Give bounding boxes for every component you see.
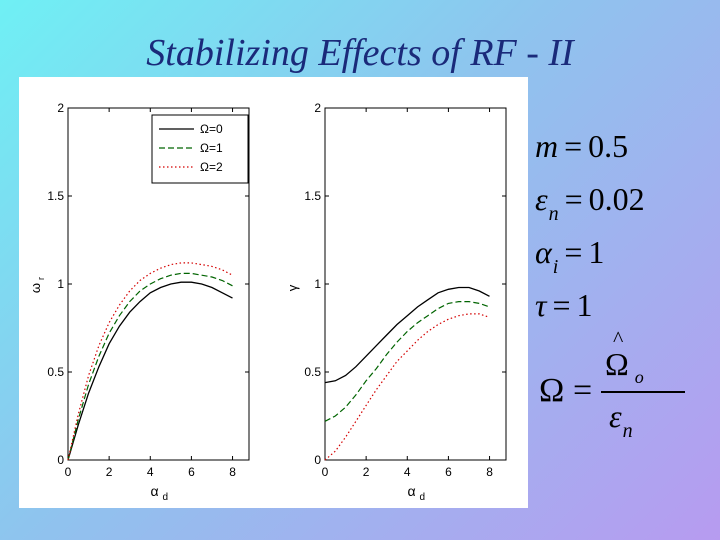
chart-right-ytick-label: 0.5 — [304, 365, 321, 379]
chart-right-xtick-label: 6 — [445, 465, 452, 479]
omega-numerator-sub: o — [634, 367, 644, 387]
chart-left-ytick-label: 1.5 — [47, 189, 64, 203]
chart-left-ylabel-text: ω — [28, 283, 43, 293]
chart-left-series-line — [67, 281, 233, 461]
chart-left-ytick-label: 0 — [57, 453, 64, 467]
hat-accent: ^ — [613, 326, 624, 351]
omega-lhs: Ω — [539, 372, 565, 409]
param-m-value: 0.5 — [588, 128, 629, 164]
chart-left-series-line — [67, 262, 233, 461]
param-tau-symbol: τ — [535, 287, 547, 323]
chart-right-ytick-label: 0 — [314, 453, 321, 467]
chart-right-xtick-label: 2 — [363, 465, 370, 479]
chart-left-xlabel-sub: d — [163, 492, 169, 503]
chart-right-series-line — [324, 301, 490, 422]
chart-left-ytick-label: 2 — [57, 101, 64, 115]
param-m-symbol: m — [535, 128, 559, 164]
chart-left-xtick-label: 8 — [229, 465, 236, 479]
param-eps-symbol: ε — [535, 181, 548, 217]
chart-left-ylabel: ωr — [28, 277, 46, 293]
chart-right-xtick-label: 0 — [322, 465, 329, 479]
chart-right-xlabel-sub: d — [420, 492, 426, 503]
chart-left-legend-label: Ω=2 — [200, 160, 223, 174]
omega-numerator-symbol: Ω — [605, 346, 629, 382]
chart-left-series-line — [67, 272, 233, 461]
chart-right-ytick-label: 1.5 — [304, 189, 321, 203]
chart-left-xtick-label: 6 — [188, 465, 195, 479]
chart-right-xlabel: α — [407, 483, 415, 499]
chart-left-xtick-label: 2 — [106, 465, 113, 479]
chart-right-series-line — [324, 286, 490, 384]
chart-left-xlabel: α — [150, 483, 158, 499]
chart-right-axes-box — [324, 107, 507, 461]
chart-right-ytick-label: 2 — [314, 101, 321, 115]
chart-left-xtick-label: 0 — [65, 465, 72, 479]
param-eps-n: εn = 0.02 — [535, 181, 645, 225]
chart-right-ylabel-text: γ — [285, 284, 300, 291]
param-tau: τ = 1 — [535, 287, 593, 323]
param-alpha-subscript: i — [552, 256, 559, 278]
param-alpha-value: 1 — [588, 234, 605, 270]
chart-left-ytick-label: 0.5 — [47, 365, 64, 379]
param-alpha-symbol: α — [535, 234, 552, 270]
chart-left-ytick-label: 1 — [57, 277, 64, 291]
chart-left-legend-label: Ω=0 — [200, 122, 223, 136]
param-tau-value: 1 — [576, 287, 593, 323]
param-alpha-i: αi = 1 — [535, 234, 605, 278]
omega-denominator: εn — [609, 398, 633, 442]
param-eps-value: 0.02 — [588, 181, 645, 217]
chart-left-ylabel-sub: r — [36, 277, 46, 280]
param-eps-subscript: n — [548, 203, 559, 225]
chart-right-xtick-label: 8 — [486, 465, 493, 479]
chart-right-series-line — [324, 313, 490, 461]
omega-denominator-sub: n — [622, 420, 633, 442]
chart-right-ylabel: γ — [285, 284, 300, 291]
slide-title: Stabilizing Effects of RF - II — [146, 32, 574, 74]
chart-left-legend-box — [151, 114, 249, 184]
param-m: m = 0.5 — [535, 128, 629, 164]
chart-left-xtick-label: 4 — [147, 465, 154, 479]
chart-right-xtick-label: 4 — [404, 465, 411, 479]
omega-denominator-symbol: ε — [609, 398, 622, 434]
figure-panel: 0 2 4 6 8 0 0.5 1 1.5 2 α d ω r Ω=0 Ω=1 Ω=2 0 2 4 6 8 0 0.5 1 1.5… — [19, 77, 528, 508]
fraction-bar — [601, 391, 685, 393]
chart-right-ytick-label: 1 — [314, 277, 321, 291]
chart-left-legend-label: Ω=1 — [200, 141, 223, 155]
